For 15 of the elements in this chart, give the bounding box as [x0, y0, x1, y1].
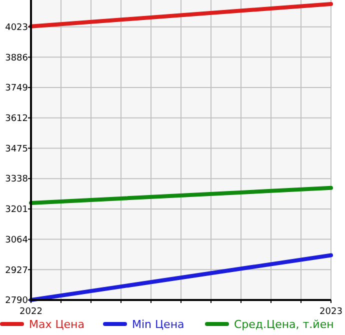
y-tick-label: 4023: [5, 22, 28, 33]
y-tick-label: 3475: [5, 144, 28, 154]
y-tick-label: 2790: [5, 296, 28, 306]
y-tick-label: 3612: [5, 114, 28, 124]
legend-label: Min Цена: [132, 318, 184, 331]
y-tick-label: 2927: [5, 266, 28, 276]
x-tick-label: 2022: [20, 307, 42, 317]
y-tick-label: 3749: [5, 84, 28, 94]
y-tick-label: 3201: [5, 205, 28, 216]
y-tick-label: 3886: [5, 53, 28, 64]
y-tick-label: 3064: [5, 235, 28, 246]
legend-label: Сред.Цена, т.йен: [234, 318, 334, 331]
legend-label: Max Цена: [29, 318, 84, 331]
x-tick-label: 2023: [320, 307, 342, 317]
y-tick-label: 3338: [5, 174, 28, 185]
